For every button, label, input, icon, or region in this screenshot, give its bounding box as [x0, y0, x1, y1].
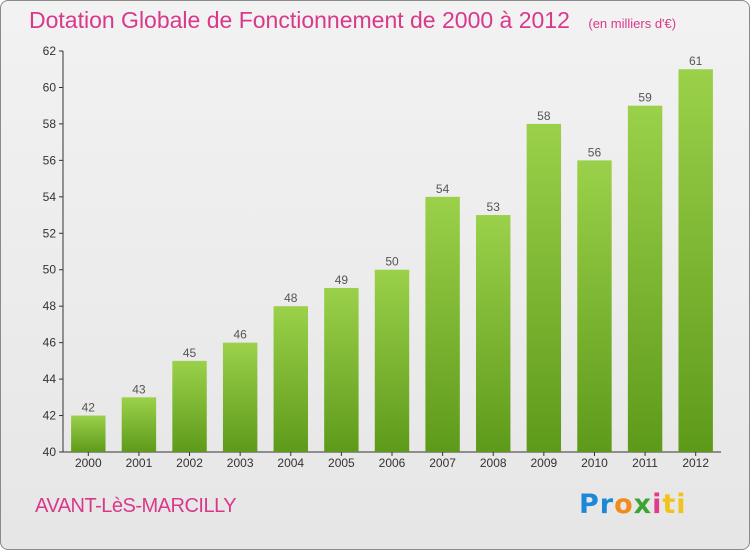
- town-name: AVANT-LèS-MARCILLY: [35, 495, 237, 517]
- y-tick-label: 42: [43, 409, 57, 423]
- x-tick-label: 2001: [126, 456, 153, 470]
- x-tick-label: 2011: [632, 456, 658, 470]
- y-tick-label: 46: [43, 336, 57, 350]
- value-label-2008: 53: [487, 200, 501, 214]
- y-tick-label: 50: [43, 263, 57, 277]
- x-tick-label: 2006: [379, 456, 406, 470]
- chart-subtitle: (en milliers d'€): [588, 16, 677, 31]
- y-axis: 40 42 44 46 48 50 52 54 56 58 60 62: [43, 44, 64, 459]
- x-tick-label: 2010: [581, 456, 608, 470]
- x-tick-label: 2008: [480, 456, 507, 470]
- value-label-2005: 49: [335, 273, 349, 287]
- data-labels: 42 43 45 46 48 49 50 54 53 58 56 59 61: [82, 54, 703, 414]
- y-tick-label: 56: [43, 153, 57, 167]
- x-tick-label: 2004: [277, 456, 304, 470]
- bars: [71, 69, 713, 453]
- bar-2000[interactable]: [71, 415, 106, 452]
- value-label-2001: 43: [132, 382, 146, 396]
- logo-part-3: x: [633, 489, 653, 520]
- logo-part-5: ti: [662, 489, 687, 520]
- bar-2012[interactable]: [678, 69, 713, 453]
- x-tick-label: 2009: [530, 456, 557, 470]
- value-label-2010: 56: [588, 145, 602, 159]
- title-row: Dotation Globale de Fonctionnement de 20…: [29, 7, 676, 34]
- bar-2007[interactable]: [425, 196, 460, 452]
- y-tick-label: 62: [43, 44, 57, 58]
- bar-2008[interactable]: [476, 215, 511, 452]
- y-tick-label: 54: [43, 190, 57, 204]
- logo-part-4: i: [652, 489, 663, 520]
- y-tick-label: 44: [43, 372, 57, 386]
- value-label-2006: 50: [385, 255, 399, 269]
- x-tick-label: 2005: [328, 456, 355, 470]
- value-label-2003: 46: [233, 328, 247, 342]
- bar-2006[interactable]: [374, 269, 410, 452]
- value-label-2009: 58: [537, 109, 551, 123]
- x-tick-label: 2000: [75, 456, 102, 470]
- value-label-2004: 48: [284, 291, 298, 305]
- bar-2003[interactable]: [222, 342, 258, 452]
- y-tick-label: 48: [43, 299, 57, 313]
- y-tick-label: 40: [43, 445, 57, 459]
- bar-2010[interactable]: [577, 160, 612, 452]
- logo-part-1: Pr: [579, 489, 615, 520]
- bar-2001[interactable]: [121, 397, 157, 452]
- value-label-2000: 42: [82, 401, 96, 415]
- bar-2005[interactable]: [324, 287, 359, 452]
- bar-2004[interactable]: [273, 306, 308, 452]
- value-label-2011: 59: [638, 91, 652, 105]
- proxiti-logo[interactable]: Proxiti: [579, 489, 687, 520]
- bar-2009[interactable]: [526, 123, 562, 452]
- logo-part-2: o: [614, 489, 634, 520]
- x-tick-label: 2012: [682, 456, 709, 470]
- bar-2002[interactable]: [172, 360, 207, 452]
- y-tick-label: 52: [43, 226, 57, 240]
- x-tick-label: 2007: [429, 456, 456, 470]
- value-label-2012: 61: [689, 54, 703, 68]
- value-label-2002: 45: [183, 346, 197, 360]
- x-tick-label: 2003: [227, 456, 254, 470]
- bar-2011[interactable]: [627, 105, 663, 452]
- y-tick-label: 60: [43, 80, 57, 94]
- x-axis: 2000 2001 2002 2003 2004 2005 2006 2007 2008 2009…: [63, 451, 721, 470]
- value-label-2007: 54: [436, 182, 450, 196]
- y-tick-label: 58: [43, 117, 57, 131]
- x-tick-label: 2002: [176, 456, 203, 470]
- chart-title: Dotation Globale de Fonctionnement de 20…: [29, 7, 570, 33]
